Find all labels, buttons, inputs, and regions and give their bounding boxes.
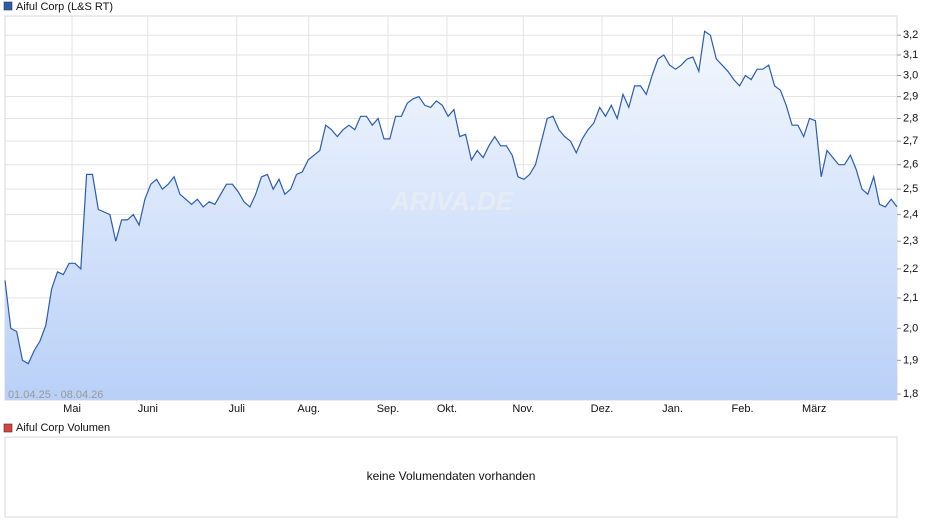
- watermark: ARIVA.DE: [390, 186, 514, 216]
- y-tick-label: 3,0: [903, 69, 918, 81]
- legend-swatch: [3, 1, 13, 11]
- x-tick-label: Aug.: [297, 403, 320, 415]
- volume-message: keine Volumendaten vorhanden: [367, 469, 536, 483]
- y-tick-label: 1,9: [903, 354, 918, 366]
- y-tick-label: 2,8: [903, 112, 918, 124]
- y-tick-label: 2,4: [903, 209, 918, 221]
- line: [4, 30, 898, 365]
- y-tick-label: 2,9: [903, 91, 918, 103]
- y-tick-label: 3,1: [903, 49, 918, 61]
- date-range: 01.04.25 - 08.04.26: [8, 389, 103, 401]
- area: [5, 31, 897, 401]
- y-tick-label: 2,0: [903, 322, 918, 334]
- y-tick-label: 2,5: [903, 183, 918, 195]
- y-tick-label: 3,2: [903, 29, 918, 41]
- x-tick-label: Dez.: [591, 403, 614, 415]
- legend-swatch: [3, 423, 13, 433]
- y-tick-label: 2,7: [903, 135, 918, 147]
- y-tick-label: 2,3: [903, 235, 918, 247]
- x-tick-label: März: [802, 403, 826, 415]
- x-tick-label: Feb.: [731, 403, 753, 415]
- volume-title: Aiful Corp Volumen: [16, 422, 110, 434]
- x-tick-label: Mai: [63, 403, 81, 415]
- x-tick-label: Juli: [228, 403, 245, 415]
- y-tick-label: 2,1: [903, 292, 918, 304]
- labels: 1,8 1,9 2,0 2,1 2,2 2,3 2,4 2,5 2,6 2,7 2,8 2,9 3,0 3…: [63, 29, 918, 415]
- x-tick-label: Sep.: [377, 403, 400, 415]
- marks: [4, 30, 898, 401]
- x-tick-label: Okt.: [437, 403, 457, 415]
- legend-label: Aiful Corp (L&S RT): [16, 1, 113, 13]
- y-tick-label: 2,2: [903, 263, 918, 275]
- volume-panel: [4, 436, 898, 518]
- y-tick-label: 1,8: [903, 388, 918, 400]
- x-tick-label: Juni: [138, 403, 158, 415]
- x-tick-label: Jan.: [662, 403, 683, 415]
- x-tick-label: Nov.: [512, 403, 534, 415]
- y-tick-label: 2,6: [903, 159, 918, 171]
